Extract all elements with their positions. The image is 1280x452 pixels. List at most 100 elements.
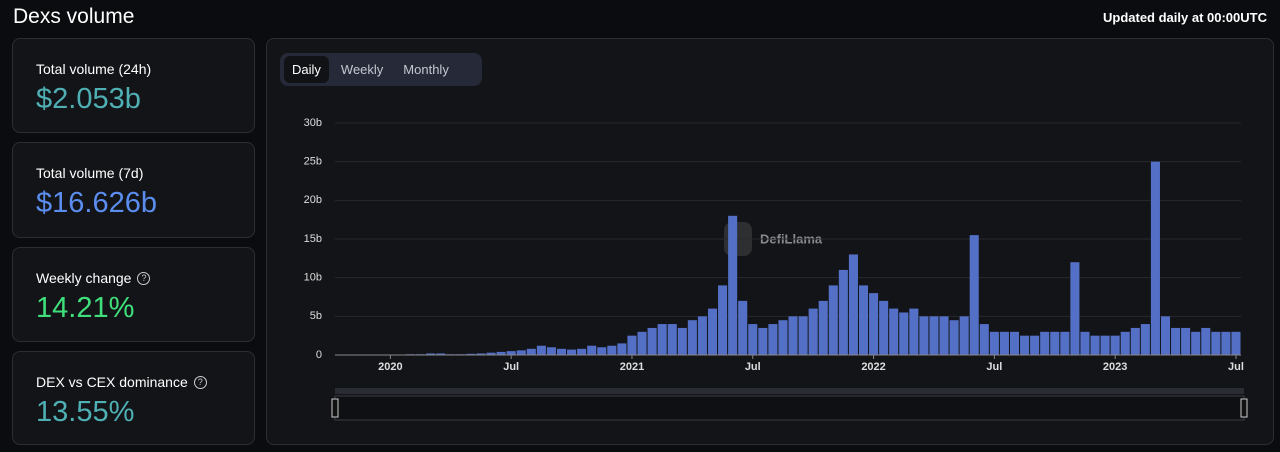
chart-panel [266,38,1274,445]
bar [959,316,969,355]
bar [1080,331,1090,355]
bar [798,316,808,355]
bar [1030,335,1040,355]
bar [969,235,979,355]
tab[interactable]: Weekly [340,62,384,77]
stat-value: $16.626b [36,187,157,219]
stat-card: Weekly change? 14.21% [12,247,255,342]
label-text: Weekly change [36,270,132,286]
bar [1060,331,1070,355]
bar [436,353,446,355]
bar [818,300,828,355]
stat-label: DEX vs CEX dominance? [36,374,207,390]
update-note: Updated daily at 00:00UTC [1103,10,1267,25]
bar [647,327,657,355]
bar [979,324,989,355]
stat-label: Total volume (7d) [36,165,144,181]
bar [1150,161,1160,355]
bar [1070,262,1080,355]
bar [597,347,607,355]
bar [536,345,546,355]
bar [738,300,748,355]
bar [556,348,567,355]
bar [899,312,909,355]
bar [1009,331,1020,355]
bar [1110,335,1120,355]
x-tick-label: 2022 [861,361,885,373]
y-tick-label: 20b [304,194,322,206]
bar [466,353,476,355]
y-tick-label: 10b [304,272,322,284]
bar [939,316,949,355]
bar [627,335,637,355]
stat-value: 14.21% [36,292,135,324]
x-tick-label: Jul [1228,361,1244,373]
bar [657,324,667,355]
bar [476,353,486,355]
bar [1020,335,1030,355]
bar [1090,335,1100,355]
tab[interactable]: Daily [284,56,329,83]
navigator-handle[interactable] [331,398,339,418]
y-tick-label: 0 [316,349,322,361]
bar [858,285,869,355]
bar [989,331,999,355]
bar [1140,324,1150,355]
bar [848,254,858,355]
bar [516,350,526,355]
navigator-bar[interactable] [335,388,1244,394]
bar [506,351,516,355]
bar [748,324,758,355]
bar [879,300,889,355]
tab-group: Daily Weekly Monthly [280,53,482,86]
page-title: Dexs volume [13,5,135,28]
bar [1130,327,1140,355]
tab[interactable]: Monthly [403,62,449,77]
navigator[interactable] [334,395,1245,421]
bar [1050,331,1060,355]
stat-value: 13.55% [36,396,135,428]
bar [828,285,838,355]
bar [768,324,778,355]
bar [889,308,899,355]
bar [1201,327,1211,355]
bar [707,308,718,355]
x-tick-label: 2020 [378,361,402,373]
x-tick-label: 2021 [620,361,644,373]
y-tick-label: 15b [304,233,322,245]
bar [617,343,627,355]
bar [1191,331,1201,355]
stat-card: Total volume (7d) $16.626b [12,142,255,238]
bar [909,308,919,355]
stat-value: $2.053b [36,83,141,115]
y-tick-label: 5b [310,310,322,322]
help-icon[interactable]: ? [193,375,207,389]
navigator-handle[interactable] [1240,398,1248,418]
stat-label: Total volume (24h) [36,61,152,77]
bar [526,348,536,355]
bar [1171,327,1181,355]
x-tick-label: Jul [745,361,761,373]
bar [1040,331,1050,355]
bar [677,327,687,355]
bar [808,308,818,355]
bar [577,348,587,355]
bar [546,347,556,355]
bar [929,316,939,355]
x-tick-label: Jul [986,361,1002,373]
bar [718,285,728,355]
stat-card: DEX vs CEX dominance? 13.55% [12,351,255,445]
y-tick-label: 25b [304,156,322,168]
bar [667,324,677,355]
bar [758,327,768,355]
bar [1100,335,1110,355]
bar [1221,331,1231,355]
x-tick-label: 2023 [1103,361,1127,373]
bar [496,351,506,355]
bar [949,320,959,355]
bar [728,215,738,355]
stat-label: Weekly change? [36,270,151,286]
bar [697,316,707,355]
help-icon[interactable]: ? [137,271,151,285]
